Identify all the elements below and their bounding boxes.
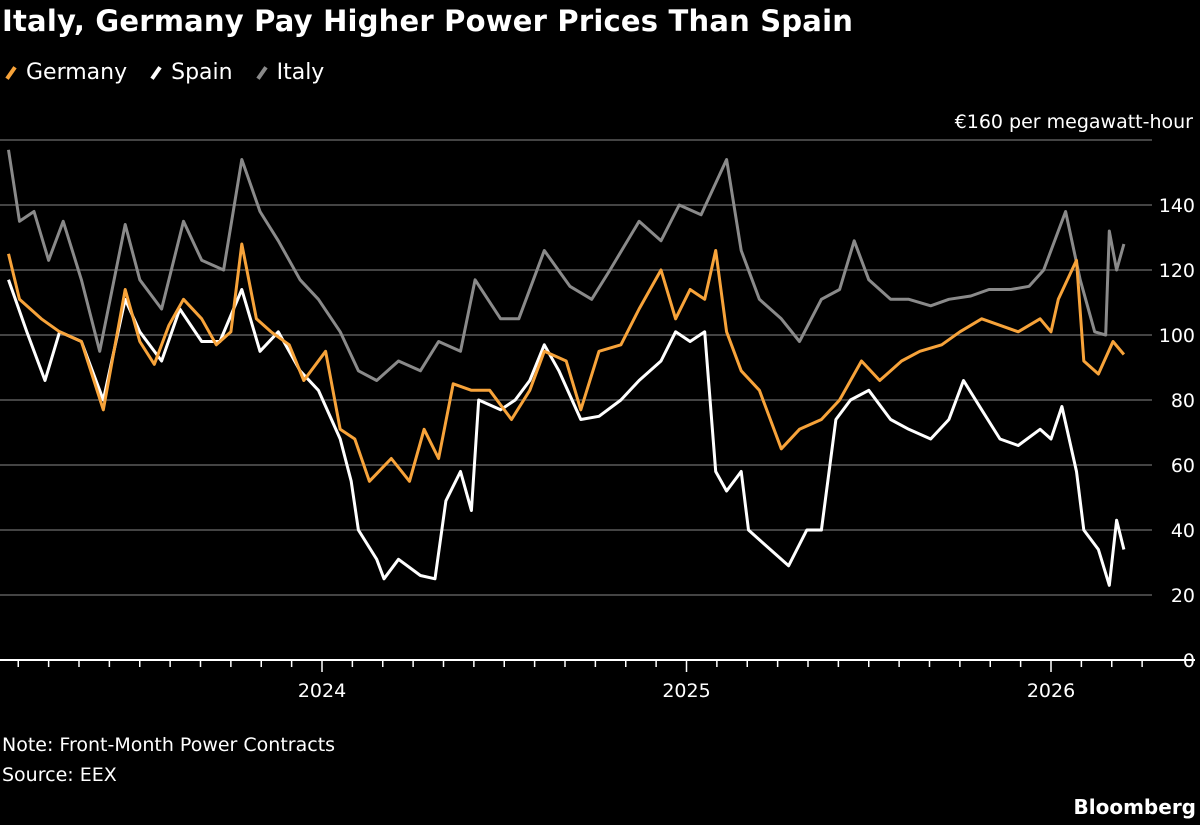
- series-line-germany: [7, 242, 1126, 483]
- note-text: Note: Front-Month Power Contracts: [2, 734, 336, 756]
- x-tick-label: 2024: [298, 680, 346, 702]
- y-axis-unit-label: €160 per megawatt-hour: [955, 111, 1194, 133]
- y-tick-label: 120: [1159, 260, 1195, 282]
- y-tick-label: 60: [1171, 455, 1195, 477]
- y-tick-label: 40: [1171, 520, 1195, 542]
- y-tick-label: 100: [1159, 325, 1195, 347]
- series-line-spain: [7, 279, 1126, 587]
- chart-title: Italy, Germany Pay Higher Power Prices T…: [2, 4, 854, 38]
- y-tick-label: 140: [1159, 195, 1195, 217]
- x-tick-label: 2026: [1027, 680, 1075, 702]
- legend-item-italy: Italy: [255, 60, 325, 85]
- legend-label: Germany: [26, 60, 128, 85]
- legend-item-germany: Germany: [4, 60, 127, 85]
- y-tick-label: 20: [1171, 585, 1195, 607]
- x-tick-label: 2025: [662, 680, 710, 702]
- legend-label: Spain: [171, 60, 233, 85]
- legend-item-spain: Spain: [149, 60, 233, 85]
- source-text: Source: EEX: [2, 764, 117, 786]
- series-line-italy: [7, 149, 1126, 382]
- y-tick-label: 80: [1171, 390, 1195, 412]
- legend: Germany Spain Italy: [4, 60, 324, 85]
- bloomberg-logo: Bloomberg: [1073, 795, 1196, 819]
- legend-label: Italy: [276, 60, 325, 85]
